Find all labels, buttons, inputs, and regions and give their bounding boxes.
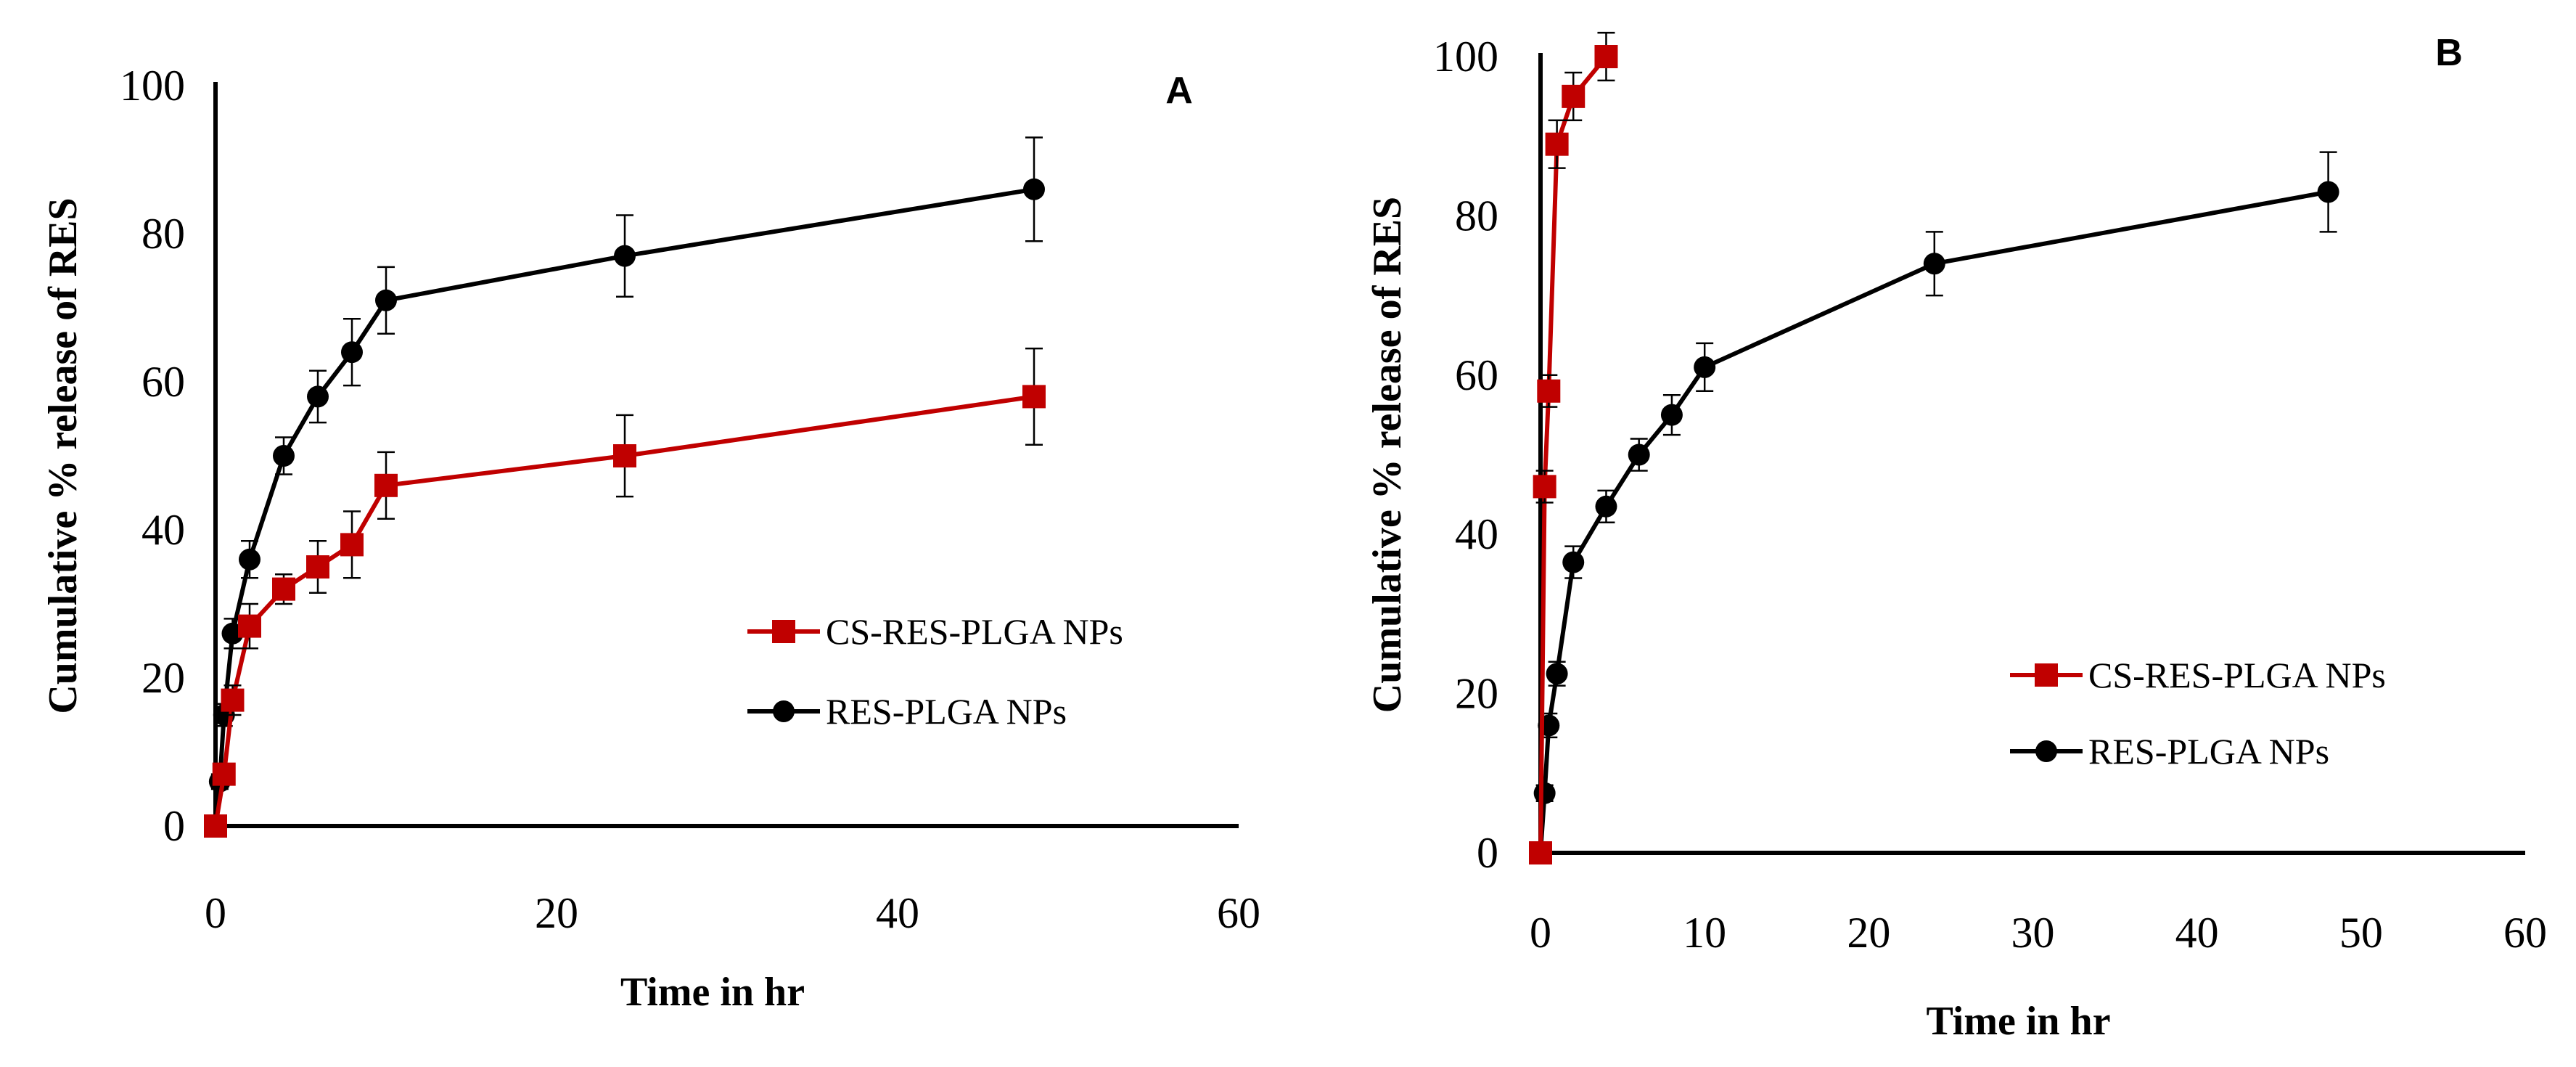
- data-point-circle: [1694, 356, 1716, 378]
- y-tick-label: 80: [1455, 192, 1498, 240]
- data-point-square: [613, 444, 636, 467]
- series-cs-res-plga: [1529, 31, 1618, 864]
- data-point-circle: [1023, 178, 1045, 200]
- data-point-square: [340, 533, 364, 557]
- legend-marker-circle: [2035, 740, 2057, 762]
- x-tick-label: 60: [1217, 889, 1260, 937]
- legend-label: RES-PLGA NPs: [2088, 731, 2329, 772]
- x-axis-label: Time in hr: [1926, 999, 2110, 1044]
- data-point-circle: [1923, 253, 1945, 275]
- legend: CS-RES-PLGA NPs RES-PLGA NPs: [747, 611, 1123, 732]
- x-tick-label: 30: [2011, 909, 2055, 957]
- data-point-square: [1022, 385, 1046, 409]
- legend-marker-square: [772, 620, 795, 643]
- legend-label: CS-RES-PLGA NPs: [826, 611, 1123, 652]
- y-axis-label: Cumulative % release of RES: [41, 197, 86, 714]
- legend-label: RES-PLGA NPs: [826, 691, 1067, 732]
- data-point-circle: [2317, 181, 2339, 203]
- data-point-circle: [1628, 443, 1650, 466]
- data-point-circle: [1562, 551, 1585, 573]
- chart-panel-b: 0 20 40 60 80 100 0 10 20 30 40 50 60 Time in hr Cumul…: [1365, 31, 2547, 1044]
- data-point-square: [1562, 84, 1586, 108]
- panel-label: A: [1165, 70, 1193, 112]
- data-point-square: [272, 577, 295, 601]
- data-point-square: [204, 814, 227, 838]
- y-tick-label: 0: [1477, 829, 1498, 877]
- series-line: [213, 394, 1035, 827]
- y-tick-label: 60: [1455, 351, 1498, 399]
- data-point-square: [374, 473, 398, 497]
- y-tick-label: 40: [141, 506, 185, 554]
- chart-panel-a: 0 20 40 60 80 100 0 20 40 60 Time in hr Cumulative …: [41, 62, 1260, 1015]
- data-point-circle: [1595, 495, 1617, 518]
- panel-label: B: [2435, 32, 2463, 74]
- data-point-square: [221, 688, 245, 712]
- data-point-circle: [239, 548, 261, 571]
- x-tick-label: 60: [2503, 909, 2547, 957]
- x-tick-label: 40: [2175, 909, 2219, 957]
- data-point-circle: [273, 445, 295, 467]
- y-tick-label: 100: [120, 62, 185, 110]
- data-point-circle: [1660, 404, 1683, 426]
- data-point-circle: [375, 289, 397, 311]
- data-point-circle: [1546, 663, 1568, 685]
- y-tick-label: 60: [141, 358, 185, 406]
- y-tick-label: 100: [1433, 33, 1498, 81]
- y-axis-label: Cumulative % release of RES: [1365, 197, 1410, 713]
- data-point-square: [238, 614, 261, 638]
- x-tick-label: 10: [1683, 909, 1726, 957]
- legend-marker-square: [2035, 663, 2058, 687]
- data-point-square: [1545, 132, 1569, 156]
- x-tick-label: 20: [1847, 909, 1890, 957]
- series-cs-res-plga: [204, 347, 1046, 838]
- y-tick-label: 0: [163, 802, 185, 850]
- x-tick-label: 40: [876, 889, 919, 937]
- x-tick-label: 0: [205, 889, 226, 937]
- x-tick-label: 0: [1530, 909, 1551, 957]
- data-point-circle: [1533, 782, 1556, 804]
- data-point-square: [1533, 475, 1556, 499]
- y-tick-label: 20: [1455, 670, 1498, 718]
- data-point-circle: [341, 341, 363, 364]
- y-tick-label: 20: [141, 654, 185, 702]
- y-tick-label: 80: [141, 210, 185, 258]
- legend-marker-circle: [773, 700, 795, 722]
- x-tick-label: 50: [2339, 909, 2383, 957]
- data-point-square: [212, 762, 236, 786]
- data-point-square: [306, 555, 329, 579]
- data-point-square: [1529, 841, 1552, 864]
- data-point-circle: [614, 245, 636, 267]
- data-point-square: [1537, 379, 1561, 403]
- data-point-square: [1594, 45, 1618, 68]
- legend: CS-RES-PLGA NPs RES-PLGA NPs: [2010, 655, 2386, 772]
- y-tick-label: 40: [1455, 510, 1498, 558]
- data-point-circle: [307, 385, 329, 408]
- x-axis-label: Time in hr: [620, 970, 805, 1015]
- x-tick-label: 20: [535, 889, 578, 937]
- legend-label: CS-RES-PLGA NPs: [2088, 655, 2386, 695]
